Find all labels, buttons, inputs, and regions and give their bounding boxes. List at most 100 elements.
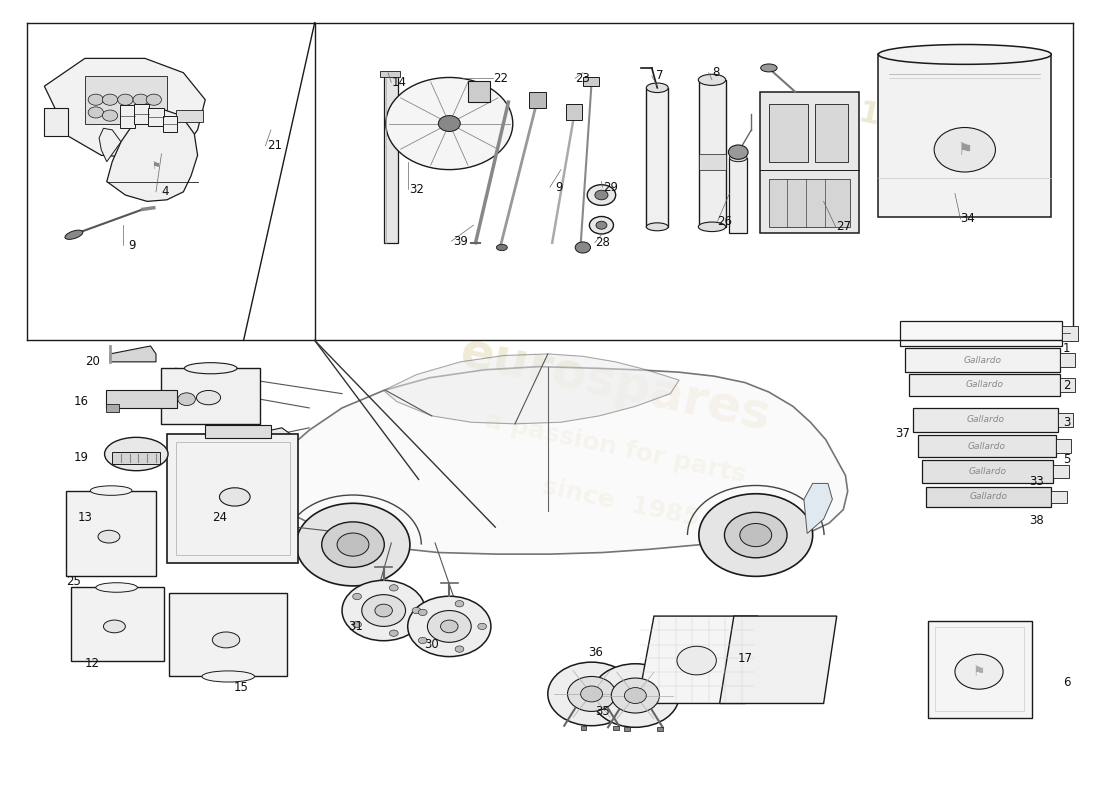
Bar	[120, 106, 135, 127]
Bar	[468, 82, 490, 102]
Ellipse shape	[90, 486, 132, 495]
Text: 33: 33	[1030, 474, 1044, 487]
Circle shape	[455, 601, 464, 607]
Circle shape	[477, 623, 486, 630]
Text: 19: 19	[74, 450, 89, 464]
Bar	[1054, 465, 1069, 478]
Text: 32: 32	[409, 183, 424, 196]
Text: 27: 27	[836, 220, 850, 234]
Bar	[106, 404, 119, 412]
Circle shape	[375, 604, 393, 617]
Text: 37: 37	[895, 427, 910, 440]
Text: 34: 34	[960, 212, 976, 226]
Text: Gallardo: Gallardo	[970, 493, 1008, 502]
Bar	[70, 587, 164, 661]
Circle shape	[740, 523, 772, 546]
Bar	[922, 460, 1054, 482]
Bar	[1060, 353, 1076, 367]
Circle shape	[728, 145, 748, 159]
Polygon shape	[260, 428, 293, 448]
Text: 4: 4	[161, 186, 168, 198]
Text: 7: 7	[656, 70, 663, 82]
Text: 38: 38	[1030, 514, 1044, 527]
Text: Gallardo: Gallardo	[968, 442, 1005, 450]
Bar	[878, 54, 1052, 218]
Ellipse shape	[96, 582, 138, 592]
Ellipse shape	[65, 230, 82, 239]
Polygon shape	[260, 366, 848, 554]
Circle shape	[625, 687, 647, 703]
Text: 36: 36	[588, 646, 604, 659]
Bar	[913, 408, 1058, 432]
Text: since  1985: since 1985	[540, 475, 702, 532]
Text: ⚑: ⚑	[957, 141, 972, 158]
Bar	[760, 92, 859, 233]
Circle shape	[412, 607, 421, 614]
Text: Gallardo: Gallardo	[964, 356, 1001, 365]
Ellipse shape	[698, 222, 726, 231]
Circle shape	[698, 494, 813, 576]
Bar	[134, 105, 150, 124]
Bar	[566, 105, 582, 120]
Circle shape	[548, 662, 636, 726]
Circle shape	[590, 217, 614, 234]
Circle shape	[676, 646, 716, 675]
Bar	[581, 726, 586, 730]
Text: 12: 12	[85, 658, 100, 670]
Ellipse shape	[220, 488, 250, 506]
Bar	[1056, 439, 1071, 453]
Circle shape	[133, 94, 148, 106]
Ellipse shape	[698, 74, 726, 86]
Text: ⚑: ⚑	[152, 161, 161, 170]
Bar	[647, 88, 668, 227]
Circle shape	[389, 630, 398, 636]
Circle shape	[88, 94, 103, 106]
Bar	[167, 434, 298, 563]
Bar	[769, 105, 808, 162]
Text: Gallardo: Gallardo	[969, 467, 1006, 476]
Ellipse shape	[103, 620, 125, 633]
Text: 17: 17	[737, 652, 752, 665]
Text: 31: 31	[348, 620, 363, 633]
Text: Gallardo: Gallardo	[966, 381, 1003, 390]
Bar	[112, 453, 161, 463]
Ellipse shape	[496, 244, 507, 250]
Polygon shape	[107, 110, 198, 202]
Text: 21: 21	[266, 139, 282, 152]
Bar	[625, 727, 630, 731]
Circle shape	[418, 638, 427, 644]
Bar	[909, 374, 1060, 396]
Polygon shape	[162, 368, 260, 424]
Circle shape	[102, 110, 118, 121]
Circle shape	[321, 522, 384, 567]
Bar	[698, 80, 726, 227]
Text: 1985: 1985	[856, 99, 945, 145]
Circle shape	[439, 115, 460, 131]
Circle shape	[441, 620, 458, 633]
Text: 29: 29	[603, 181, 618, 194]
Text: 22: 22	[493, 72, 508, 85]
Polygon shape	[110, 346, 156, 362]
Text: 2: 2	[1063, 379, 1070, 392]
Bar	[163, 116, 177, 132]
Bar	[85, 76, 167, 123]
Circle shape	[592, 664, 679, 727]
Text: 13: 13	[77, 511, 92, 524]
Text: 39: 39	[453, 234, 468, 248]
Text: 24: 24	[212, 511, 227, 524]
Bar	[66, 490, 156, 576]
Ellipse shape	[761, 64, 777, 72]
Circle shape	[612, 678, 659, 713]
Ellipse shape	[212, 632, 240, 648]
Bar	[384, 72, 398, 242]
Bar	[583, 77, 600, 86]
Text: 6: 6	[1063, 675, 1070, 689]
Bar	[206, 426, 271, 438]
Ellipse shape	[98, 530, 120, 543]
Text: 35: 35	[595, 705, 609, 718]
Text: 1: 1	[1063, 342, 1070, 355]
Circle shape	[955, 654, 1003, 689]
Ellipse shape	[197, 390, 221, 405]
Text: a passion for parts: a passion for parts	[483, 408, 748, 487]
Circle shape	[386, 78, 513, 170]
